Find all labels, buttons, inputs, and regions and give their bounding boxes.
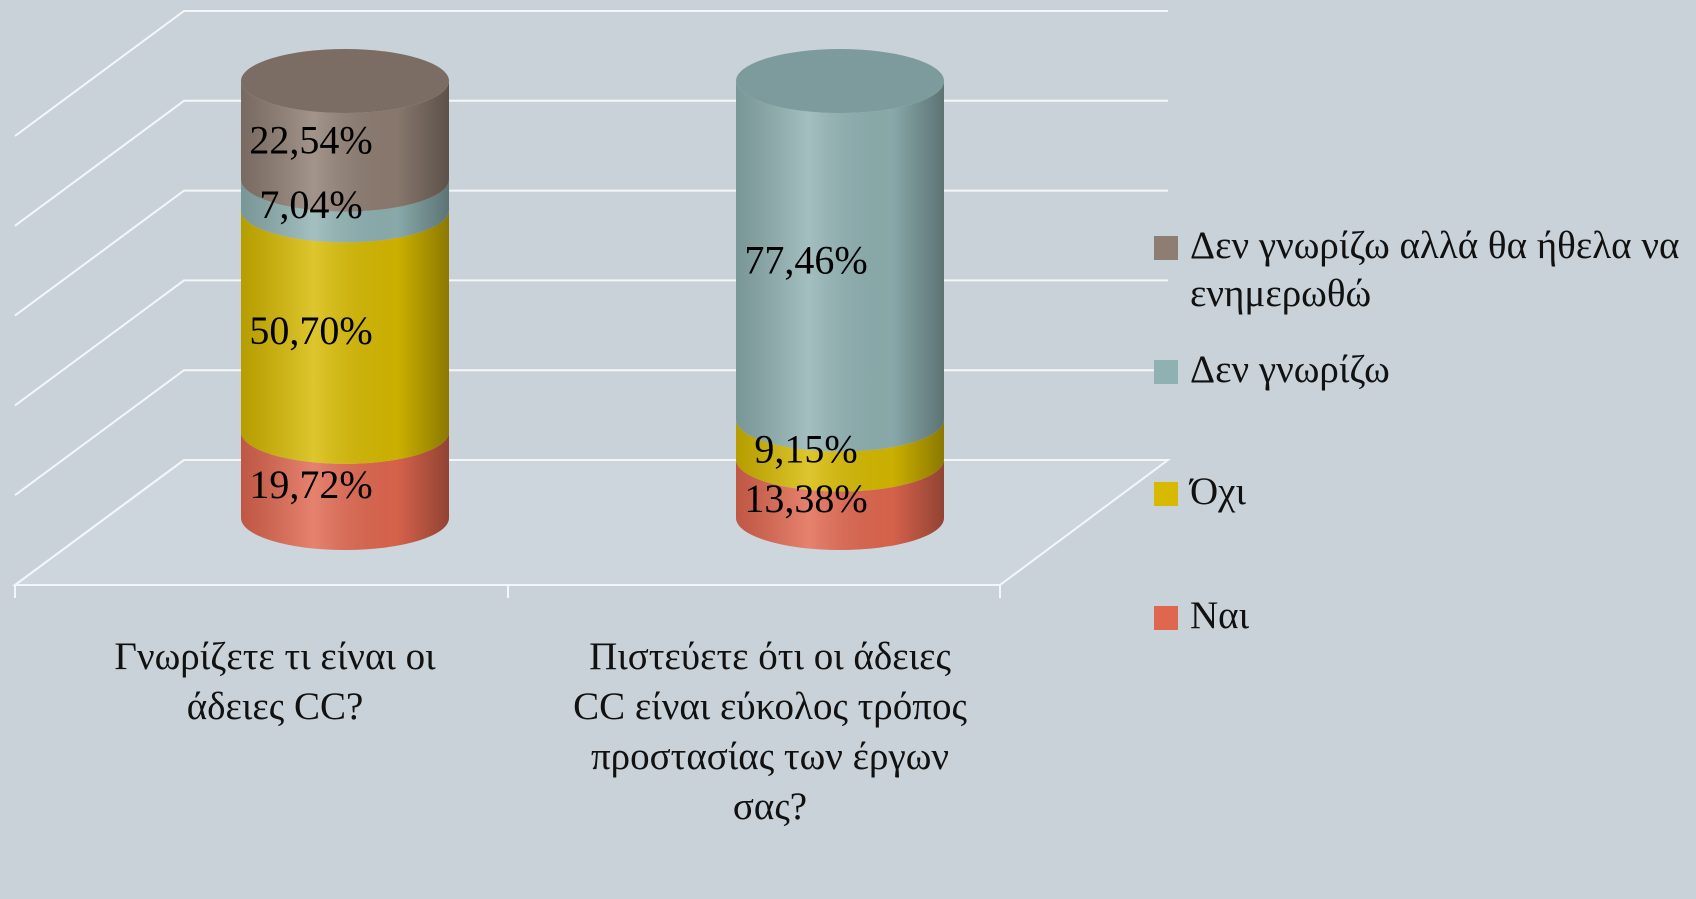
legend-entry: Δεν γνωρίζω [1154, 346, 1690, 394]
legend-label: Δεν γνωρίζω [1190, 348, 1390, 391]
data-label: 77,46% [744, 237, 867, 282]
floor [11, 459, 1172, 586]
cylinder-shade [241, 81, 449, 212]
cylinder-top-shade [736, 49, 944, 114]
data-label: 50,70% [249, 308, 372, 353]
legend-entry: Δεν γνωρίζω αλλά θα ήθελα να ενημερωθώ [1154, 222, 1690, 318]
legend-label: Όχι [1190, 470, 1246, 513]
grid-line [14, 10, 1168, 137]
legend-entry: Όχι [1154, 468, 1690, 516]
data-label: 9,15% [754, 427, 857, 472]
cylinder-shade [736, 81, 944, 452]
cylinder-shade [736, 459, 944, 550]
legend-label: Δεν γνωρίζω αλλά θα ήθελα να ενημερωθώ [1190, 224, 1680, 315]
cylinder-top [736, 49, 944, 114]
legend-entry: Ναι [1154, 592, 1690, 640]
x-tick-label: Πιστεύετε ότι οι άδειες CC είναι εύκολος… [573, 635, 967, 828]
x-tick-label: Γνωρίζετε τι είναι οι άδειες CC? [114, 635, 436, 728]
cylinder-top [241, 49, 449, 113]
legend-swatch [1154, 360, 1178, 384]
legend-swatch [1154, 482, 1178, 506]
grid-line [14, 279, 1168, 407]
cylinder-top-shade [241, 49, 449, 113]
cylinder-shade [241, 179, 449, 243]
cylinder-shade [736, 419, 944, 492]
cylinder-shade [241, 431, 449, 550]
legend-swatch [1154, 236, 1178, 260]
data-label: 7,04% [259, 182, 362, 227]
legend-label: Ναι [1190, 594, 1250, 637]
legend-swatch [1154, 606, 1178, 630]
data-label: 13,38% [744, 476, 867, 521]
data-label: 22,54% [249, 117, 372, 162]
data-label: 19,72% [249, 462, 372, 507]
grid-line [14, 99, 1168, 227]
grid-line [14, 189, 1168, 317]
cylinder-shade [241, 210, 449, 464]
